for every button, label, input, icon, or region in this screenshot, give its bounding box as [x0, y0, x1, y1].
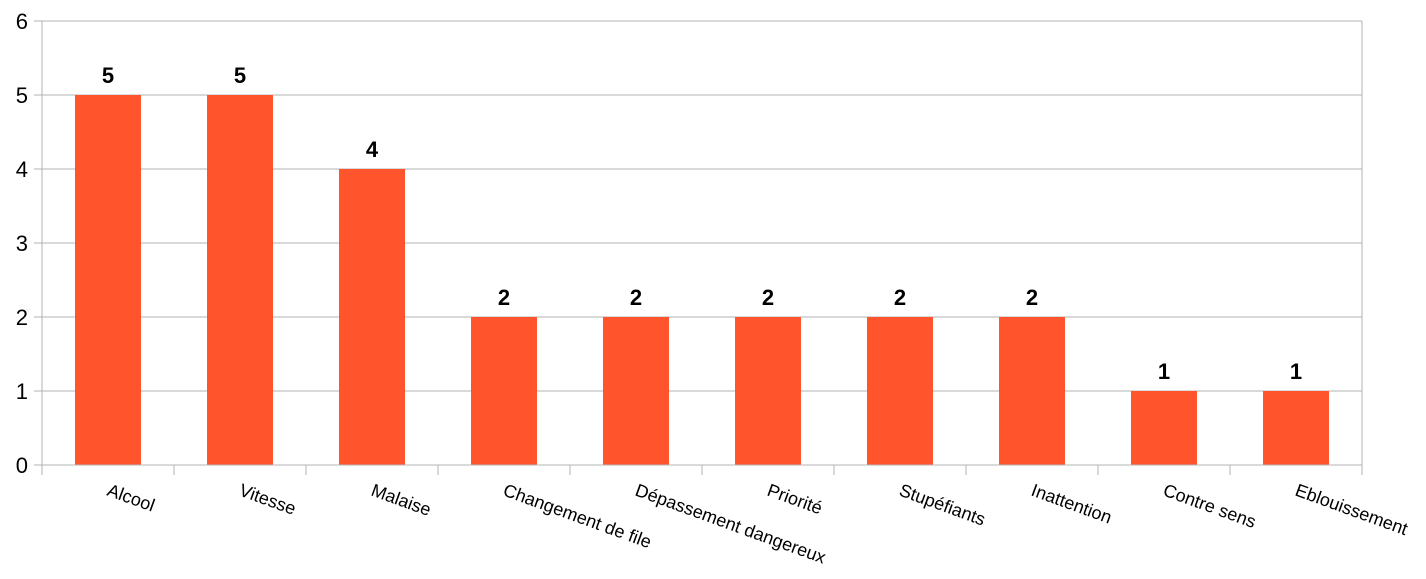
bars [75, 95, 1329, 465]
bar [207, 95, 273, 465]
data-label: 2 [762, 285, 774, 310]
data-label: 2 [1026, 285, 1038, 310]
bar [1263, 391, 1329, 465]
x-tick-label: Contre sens [1161, 480, 1259, 532]
x-tick-labels: Alcool Vitesse Malaise Changement de fileDé… [105, 480, 1411, 568]
bar [735, 317, 801, 465]
x-tick-label: Priorité [765, 480, 825, 518]
data-label: 2 [498, 285, 510, 310]
y-tick-label: 6 [16, 9, 28, 34]
data-label: 1 [1158, 359, 1170, 384]
bar [1131, 391, 1197, 465]
x-tick-label: Stupéfiants [897, 480, 988, 530]
data-label: 2 [894, 285, 906, 310]
x-tick-label: Changement de file [501, 480, 655, 552]
bar [867, 317, 933, 465]
data-labels: 5 5 4 2 2 2 2 2 1 1 [102, 63, 1302, 384]
y-tick-label: 3 [16, 231, 28, 256]
data-label: 2 [630, 285, 642, 310]
y-tick-label: 4 [16, 157, 28, 182]
y-tick-label: 5 [16, 83, 28, 108]
y-tick-labels: 0 1 2 3 4 5 6 [16, 9, 28, 478]
bar [999, 317, 1065, 465]
x-tick-label: Inattention [1029, 480, 1115, 528]
bar [471, 317, 537, 465]
y-tick-label: 1 [16, 379, 28, 404]
bar [75, 95, 141, 465]
data-label: 5 [102, 63, 114, 88]
x-tick-label: Malaise [369, 480, 434, 520]
bar [339, 169, 405, 465]
axes [34, 20, 1363, 475]
x-tick-label: Eblouissement [1293, 480, 1411, 539]
data-label: 5 [234, 63, 246, 88]
x-tick-label: Alcool [105, 480, 158, 516]
data-label: 1 [1290, 359, 1302, 384]
y-tick-label: 2 [16, 305, 28, 330]
data-label: 4 [366, 137, 379, 162]
bar [603, 317, 669, 465]
x-tick-label: Vitesse [237, 480, 299, 519]
y-tick-label: 0 [16, 453, 28, 478]
